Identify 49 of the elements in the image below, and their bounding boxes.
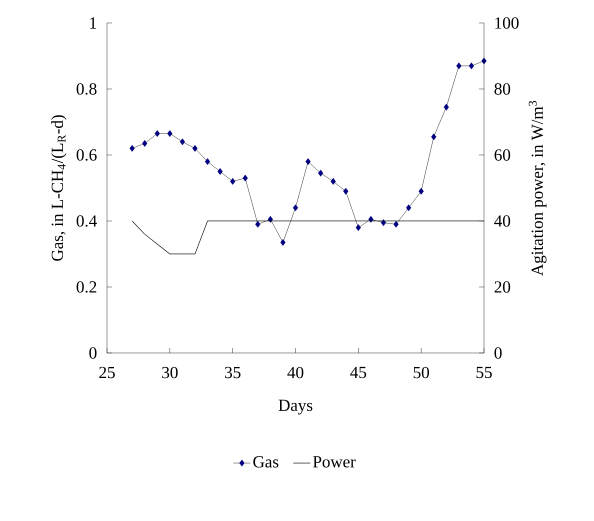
- point: [431, 133, 436, 140]
- point: [167, 130, 172, 137]
- y2-tick-label: 0: [494, 347, 502, 359]
- y-tick-label: 0.8: [76, 83, 97, 95]
- x-tick-label: 25: [99, 366, 115, 378]
- y-tick-label: 0.2: [76, 281, 96, 293]
- point: [154, 130, 160, 137]
- x-tick-label: 45: [350, 366, 366, 378]
- legend-label: Gas: [253, 456, 278, 468]
- x-axis-title: Days: [278, 400, 312, 414]
- y2-tick-label: 100: [495, 17, 519, 29]
- point: [180, 138, 186, 146]
- x-tick-label: 30: [162, 366, 178, 378]
- point: [192, 144, 198, 152]
- x-tick-label: 40: [287, 366, 304, 378]
- point: [393, 220, 399, 228]
- y2-tick-label: 20: [494, 281, 510, 293]
- y2-tick-label: 60: [494, 149, 510, 161]
- point: [343, 188, 348, 195]
- y2-axis-title: Agitation power, in W/m$^{3}$: [528, 100, 546, 276]
- y-tick-label: 0.4: [76, 215, 97, 227]
- point: [318, 170, 324, 177]
- point: [204, 158, 210, 165]
- y-tick-label: 1: [90, 17, 96, 29]
- point: [280, 239, 286, 246]
- point: [230, 178, 236, 185]
- point: [305, 158, 311, 165]
- point: [356, 224, 361, 231]
- x-tick-label: 55: [476, 366, 492, 378]
- point: [218, 168, 223, 175]
- y-axis-title: Gas, in L-CH$_{4}$/(L$_{R}$-d): [51, 115, 67, 261]
- point: [242, 174, 248, 182]
- x-tick-label: 50: [414, 366, 429, 378]
- point: [255, 220, 260, 228]
- point: [130, 144, 135, 152]
- point: [406, 204, 412, 212]
- point: [418, 188, 424, 195]
- legend-label: Power: [313, 456, 356, 468]
- point: [330, 178, 336, 185]
- point: [292, 204, 298, 212]
- y-tick-label: 0: [89, 347, 97, 359]
- y-tick-label: 0.6: [76, 149, 97, 161]
- y2-tick-label: 80: [494, 83, 510, 95]
- y2-tick-label: 40: [494, 215, 510, 227]
- x-tick-label: 35: [225, 366, 240, 378]
- point: [444, 104, 449, 111]
- point: [456, 62, 462, 70]
- point: [468, 62, 474, 70]
- point: [142, 140, 148, 147]
